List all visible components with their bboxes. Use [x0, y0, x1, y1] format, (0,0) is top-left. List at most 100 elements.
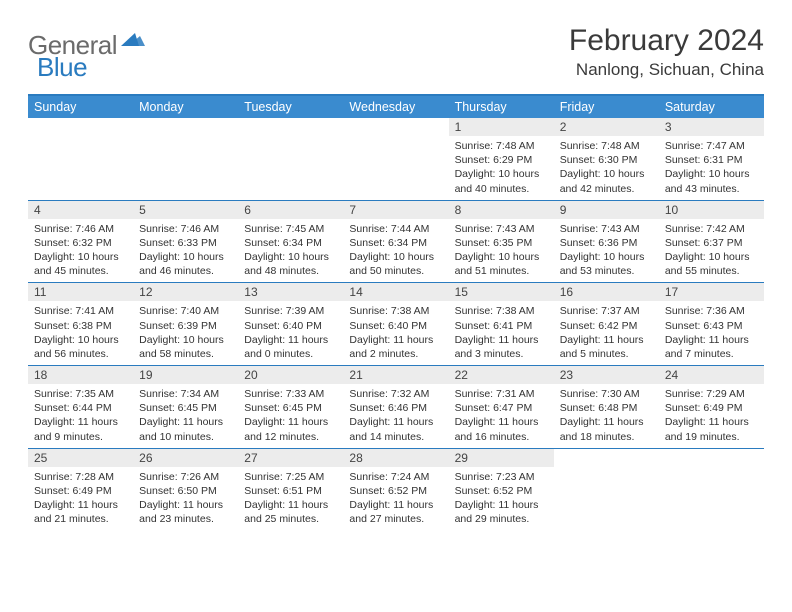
day-number: 11	[28, 283, 133, 301]
day-details: Sunrise: 7:43 AMSunset: 6:35 PMDaylight:…	[449, 219, 554, 283]
calendar-day-cell: 9Sunrise: 7:43 AMSunset: 6:36 PMDaylight…	[554, 200, 659, 283]
day-details: Sunrise: 7:48 AMSunset: 6:29 PMDaylight:…	[449, 136, 554, 200]
calendar-day-cell: 29Sunrise: 7:23 AMSunset: 6:52 PMDayligh…	[449, 448, 554, 530]
weekday-header: Tuesday	[238, 95, 343, 118]
logo-text-blue: Blue	[37, 52, 87, 82]
day-details: Sunrise: 7:43 AMSunset: 6:36 PMDaylight:…	[554, 219, 659, 283]
day-details: Sunrise: 7:34 AMSunset: 6:45 PMDaylight:…	[133, 384, 238, 448]
day-details: Sunrise: 7:33 AMSunset: 6:45 PMDaylight:…	[238, 384, 343, 448]
day-details: Sunrise: 7:47 AMSunset: 6:31 PMDaylight:…	[659, 136, 764, 200]
day-details: Sunrise: 7:42 AMSunset: 6:37 PMDaylight:…	[659, 219, 764, 283]
calendar-week-row: 25Sunrise: 7:28 AMSunset: 6:49 PMDayligh…	[28, 448, 764, 530]
location-text: Nanlong, Sichuan, China	[569, 60, 764, 80]
calendar-day-cell: 18Sunrise: 7:35 AMSunset: 6:44 PMDayligh…	[28, 366, 133, 449]
day-details: Sunrise: 7:32 AMSunset: 6:46 PMDaylight:…	[343, 384, 448, 448]
day-number: 16	[554, 283, 659, 301]
day-details: Sunrise: 7:35 AMSunset: 6:44 PMDaylight:…	[28, 384, 133, 448]
day-details: Sunrise: 7:29 AMSunset: 6:49 PMDaylight:…	[659, 384, 764, 448]
day-number: 12	[133, 283, 238, 301]
weekday-header: Thursday	[449, 95, 554, 118]
day-number: 10	[659, 201, 764, 219]
day-details: Sunrise: 7:45 AMSunset: 6:34 PMDaylight:…	[238, 219, 343, 283]
calendar-day-cell: ..	[133, 118, 238, 200]
day-details: Sunrise: 7:36 AMSunset: 6:43 PMDaylight:…	[659, 301, 764, 365]
calendar-week-row: 4Sunrise: 7:46 AMSunset: 6:32 PMDaylight…	[28, 200, 764, 283]
calendar-week-row: 11Sunrise: 7:41 AMSunset: 6:38 PMDayligh…	[28, 283, 764, 366]
calendar-day-cell: ..	[238, 118, 343, 200]
weekday-header: Friday	[554, 95, 659, 118]
calendar-day-cell: 7Sunrise: 7:44 AMSunset: 6:34 PMDaylight…	[343, 200, 448, 283]
calendar-day-cell: 3Sunrise: 7:47 AMSunset: 6:31 PMDaylight…	[659, 118, 764, 200]
day-number: 18	[28, 366, 133, 384]
calendar-day-cell: 24Sunrise: 7:29 AMSunset: 6:49 PMDayligh…	[659, 366, 764, 449]
day-number: 8	[449, 201, 554, 219]
day-details: Sunrise: 7:31 AMSunset: 6:47 PMDaylight:…	[449, 384, 554, 448]
calendar-day-cell: 1Sunrise: 7:48 AMSunset: 6:29 PMDaylight…	[449, 118, 554, 200]
calendar-body: ........ 1Sunrise: 7:48 AMSunset: 6:29 PM…	[28, 118, 764, 530]
calendar-day-cell: 27Sunrise: 7:25 AMSunset: 6:51 PMDayligh…	[238, 448, 343, 530]
calendar-day-cell: 14Sunrise: 7:38 AMSunset: 6:40 PMDayligh…	[343, 283, 448, 366]
calendar-day-cell: ..	[554, 448, 659, 530]
calendar-day-cell: 23Sunrise: 7:30 AMSunset: 6:48 PMDayligh…	[554, 366, 659, 449]
day-number: 19	[133, 366, 238, 384]
month-title: February 2024	[569, 24, 764, 58]
day-number: 20	[238, 366, 343, 384]
calendar-day-cell: 25Sunrise: 7:28 AMSunset: 6:49 PMDayligh…	[28, 448, 133, 530]
day-number: 25	[28, 449, 133, 467]
day-details: Sunrise: 7:38 AMSunset: 6:41 PMDaylight:…	[449, 301, 554, 365]
calendar-day-cell: 28Sunrise: 7:24 AMSunset: 6:52 PMDayligh…	[343, 448, 448, 530]
calendar-table: SundayMondayTuesdayWednesdayThursdayFrid…	[28, 94, 764, 530]
day-number: 4	[28, 201, 133, 219]
calendar-day-cell: 13Sunrise: 7:39 AMSunset: 6:40 PMDayligh…	[238, 283, 343, 366]
calendar-day-cell: 4Sunrise: 7:46 AMSunset: 6:32 PMDaylight…	[28, 200, 133, 283]
day-details: Sunrise: 7:24 AMSunset: 6:52 PMDaylight:…	[343, 467, 448, 531]
calendar-day-cell: 8Sunrise: 7:43 AMSunset: 6:35 PMDaylight…	[449, 200, 554, 283]
day-number: 2	[554, 118, 659, 136]
calendar-week-row: ........1Sunrise: 7:48 AMSunset: 6:29 PM…	[28, 118, 764, 200]
day-details: Sunrise: 7:44 AMSunset: 6:34 PMDaylight:…	[343, 219, 448, 283]
calendar-day-cell: ..	[28, 118, 133, 200]
day-details: Sunrise: 7:30 AMSunset: 6:48 PMDaylight:…	[554, 384, 659, 448]
day-number: 6	[238, 201, 343, 219]
day-number: 14	[343, 283, 448, 301]
calendar-day-cell: ..	[659, 448, 764, 530]
day-details: Sunrise: 7:28 AMSunset: 6:49 PMDaylight:…	[28, 467, 133, 531]
day-number: 29	[449, 449, 554, 467]
day-details: Sunrise: 7:39 AMSunset: 6:40 PMDaylight:…	[238, 301, 343, 365]
day-number: 13	[238, 283, 343, 301]
calendar-header-row: SundayMondayTuesdayWednesdayThursdayFrid…	[28, 95, 764, 118]
calendar-day-cell: 16Sunrise: 7:37 AMSunset: 6:42 PMDayligh…	[554, 283, 659, 366]
calendar-day-cell: 21Sunrise: 7:32 AMSunset: 6:46 PMDayligh…	[343, 366, 448, 449]
calendar-day-cell: 19Sunrise: 7:34 AMSunset: 6:45 PMDayligh…	[133, 366, 238, 449]
day-number: 24	[659, 366, 764, 384]
calendar-day-cell: 2Sunrise: 7:48 AMSunset: 6:30 PMDaylight…	[554, 118, 659, 200]
day-number: 28	[343, 449, 448, 467]
day-details: Sunrise: 7:40 AMSunset: 6:39 PMDaylight:…	[133, 301, 238, 365]
day-details: Sunrise: 7:26 AMSunset: 6:50 PMDaylight:…	[133, 467, 238, 531]
calendar-day-cell: 12Sunrise: 7:40 AMSunset: 6:39 PMDayligh…	[133, 283, 238, 366]
logo-text-blue-wrap: Blue	[38, 52, 87, 83]
day-number: 22	[449, 366, 554, 384]
calendar-day-cell: 26Sunrise: 7:26 AMSunset: 6:50 PMDayligh…	[133, 448, 238, 530]
day-details: Sunrise: 7:37 AMSunset: 6:42 PMDaylight:…	[554, 301, 659, 365]
day-number: 5	[133, 201, 238, 219]
calendar-day-cell: 5Sunrise: 7:46 AMSunset: 6:33 PMDaylight…	[133, 200, 238, 283]
weekday-header: Sunday	[28, 95, 133, 118]
title-block: February 2024 Nanlong, Sichuan, China	[569, 24, 764, 80]
day-number: 21	[343, 366, 448, 384]
weekday-header: Wednesday	[343, 95, 448, 118]
day-number: 17	[659, 283, 764, 301]
day-details: Sunrise: 7:46 AMSunset: 6:33 PMDaylight:…	[133, 219, 238, 283]
day-number: 15	[449, 283, 554, 301]
calendar-week-row: 18Sunrise: 7:35 AMSunset: 6:44 PMDayligh…	[28, 366, 764, 449]
weekday-header: Monday	[133, 95, 238, 118]
weekday-header: Saturday	[659, 95, 764, 118]
calendar-day-cell: 15Sunrise: 7:38 AMSunset: 6:41 PMDayligh…	[449, 283, 554, 366]
calendar-day-cell: 11Sunrise: 7:41 AMSunset: 6:38 PMDayligh…	[28, 283, 133, 366]
page-header: General Blue February 2024 Nanlong, Sich…	[28, 24, 764, 80]
calendar-day-cell: 6Sunrise: 7:45 AMSunset: 6:34 PMDaylight…	[238, 200, 343, 283]
day-details: Sunrise: 7:38 AMSunset: 6:40 PMDaylight:…	[343, 301, 448, 365]
day-number: 27	[238, 449, 343, 467]
calendar-day-cell: 20Sunrise: 7:33 AMSunset: 6:45 PMDayligh…	[238, 366, 343, 449]
day-number: 1	[449, 118, 554, 136]
